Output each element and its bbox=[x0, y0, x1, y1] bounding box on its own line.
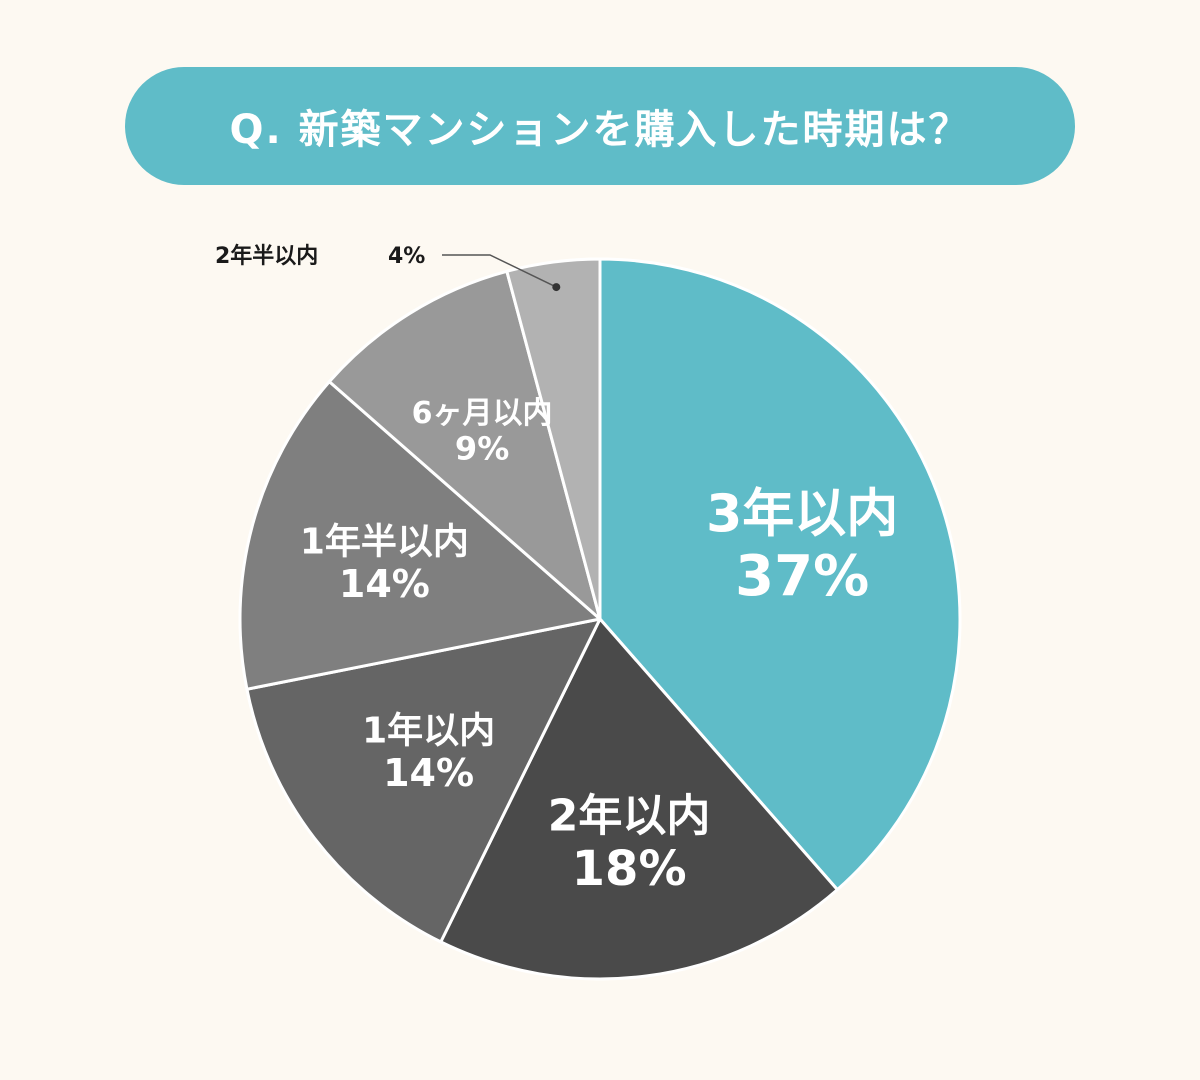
slice-label: 6ヶ月以内 bbox=[412, 396, 553, 431]
pie-slice bbox=[238, 380, 602, 691]
slice-value-label: 18% bbox=[572, 841, 687, 897]
slice-value-label: 37% bbox=[735, 544, 869, 609]
title-banner: Q. 新築マンションを購入した時期は？ bbox=[125, 67, 1075, 185]
pie-slice bbox=[505, 257, 602, 621]
leader-line bbox=[442, 254, 557, 288]
leader-dot bbox=[552, 283, 561, 292]
slice-value-label: 9% bbox=[455, 429, 509, 467]
pie-labels: 3年以内37%2年以内18%1年以内14%1年半以内14%6ヶ月以内9%2年半以… bbox=[215, 243, 898, 897]
slice-label: 1年以内 bbox=[362, 711, 495, 752]
pie-slice bbox=[245, 617, 602, 944]
pie-slices bbox=[238, 257, 962, 981]
slice-value-label: 14% bbox=[383, 751, 474, 795]
slice-label: 1年半以内 bbox=[300, 522, 469, 563]
slice-label: 2年以内 bbox=[548, 790, 711, 841]
pie-slice bbox=[327, 269, 602, 621]
slice-label: 3年以内 bbox=[706, 484, 898, 544]
slice-value-label: 14% bbox=[339, 562, 430, 606]
pie-slice bbox=[439, 617, 839, 981]
slice-label: 2年半以内 bbox=[215, 243, 318, 269]
chart-title: Q. 新築マンションを購入した時期は？ bbox=[229, 107, 971, 153]
slice-value-label: 4% bbox=[388, 244, 425, 269]
pie-slice bbox=[598, 257, 962, 892]
